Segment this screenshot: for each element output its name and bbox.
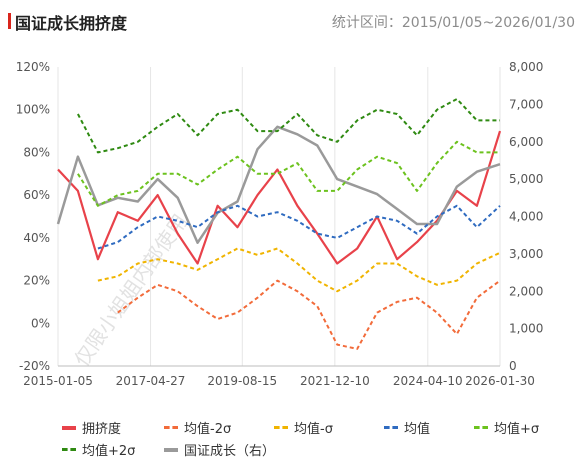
y-left-tick-label: 60% [23, 188, 50, 202]
legend-label: 均值 [404, 422, 431, 437]
series-line-mean-plus-2sd [77, 98, 500, 154]
y-right-tick-label: 8,000 [509, 60, 543, 74]
y-right-tick-label: 4,000 [509, 210, 543, 224]
legend-item[interactable]: 均值-σ [274, 418, 333, 437]
y-left-tick-label: 20% [23, 274, 50, 288]
series-layer [56, 98, 502, 350]
legend-item[interactable]: 均值+2σ [62, 440, 135, 459]
y-right-tick-label: 3,000 [509, 247, 543, 261]
y-right-tick-label: 5,000 [509, 172, 543, 186]
legend-swatch [164, 426, 178, 429]
axis-layer: 2015-01-05 2017-04-27 2019-08-15 2021-12-10… [16, 60, 544, 388]
y-left-tick-label: 40% [23, 231, 50, 245]
series-line-mean-plus-1sd [77, 140, 500, 207]
chart-title: 国证成长拥挤度 [15, 14, 128, 33]
x-tick-label: 2019-08-15 [207, 374, 277, 388]
legend-item[interactable]: 国证成长（右） [164, 440, 275, 459]
y-left-tick-label: -20% [19, 359, 50, 373]
x-tick-label: 2015-01-05 [23, 374, 93, 388]
period-label: 统计区间：2015/01/05~2026/01/30 [331, 15, 575, 31]
y-right-tick-label: 1,000 [509, 322, 543, 336]
series-line-mean-minus-2sd [117, 279, 501, 350]
y-right-tick-label: 2,000 [509, 284, 543, 298]
legend-item[interactable]: 均值-2σ [164, 418, 231, 437]
x-tick-label: 2026-01-30 [465, 374, 535, 388]
legend-label: 均值+2σ [82, 444, 136, 459]
title-accent-bar [8, 13, 11, 29]
series-line-mean [97, 204, 501, 250]
legend-swatch [62, 448, 76, 451]
legend-swatch [384, 426, 398, 429]
legend-label: 拥挤度 [82, 422, 122, 437]
x-tick-label: 2021-12-10 [300, 374, 370, 388]
x-tick-label: 2017-04-27 [116, 374, 186, 388]
legend-swatch [474, 426, 488, 429]
series-line-mean-minus-1sd [97, 247, 501, 293]
y-right-tick-label: 6,000 [509, 135, 543, 149]
y-right-tick-label: 0 [509, 359, 517, 373]
legend-label: 均值-2σ [184, 422, 232, 437]
y-left-tick-label: 0% [31, 316, 50, 330]
chart-canvas: 仅限小姐姐内部使用 2015-01-05 2017-04-27 2019-08-15… [16, 60, 544, 388]
legend-swatch [164, 447, 178, 452]
legend-label: 国证成长（右） [184, 444, 276, 459]
grid-layer [57, 67, 501, 366]
title-bar: 国证成长拥挤度 统计区间：2015/01/05~2026/01/30 [0, 0, 583, 38]
series-line-index-right [56, 125, 501, 244]
legend-item[interactable]: 均值+σ [474, 418, 539, 437]
legend-item[interactable]: 均值 [384, 418, 430, 437]
x-tick-label: 2024-04-10 [393, 374, 463, 388]
series-line-crowding [57, 130, 502, 265]
legend-swatch [62, 425, 76, 430]
legend-item[interactable]: 拥挤度 [62, 418, 121, 437]
legend-swatch [274, 426, 288, 429]
legend-label: 均值+σ [494, 422, 540, 437]
y-left-tick-label: 120% [16, 60, 50, 74]
y-left-tick-label: 80% [23, 145, 50, 159]
legend-label: 均值-σ [294, 422, 333, 437]
y-right-tick-label: 7,000 [509, 97, 543, 111]
y-left-tick-label: 100% [16, 103, 50, 117]
